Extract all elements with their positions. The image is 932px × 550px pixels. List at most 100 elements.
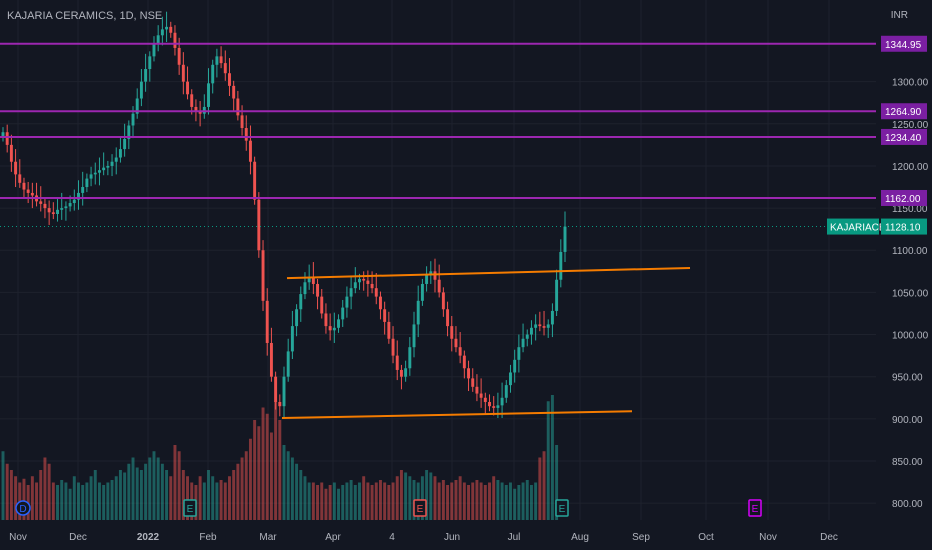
time-axis-label: Dec	[69, 532, 87, 543]
volume-bar	[328, 485, 332, 520]
volume-bar	[269, 432, 273, 520]
candle-body	[64, 206, 68, 209]
candle-body	[324, 313, 328, 327]
volume-bar	[517, 485, 521, 520]
volume-bar	[97, 482, 101, 520]
event-marker-label: E	[559, 504, 566, 515]
candle-body	[395, 355, 399, 370]
volume-bar	[311, 482, 315, 520]
price-axis-label: 900.00	[892, 415, 923, 426]
candle-body	[265, 300, 269, 343]
volume-bar	[429, 472, 433, 520]
volume-bar	[89, 476, 93, 520]
volume-bar	[488, 482, 491, 520]
candle-body	[77, 192, 80, 200]
candle-body	[169, 26, 173, 33]
volume-bar	[454, 480, 458, 520]
candle-body	[286, 351, 290, 377]
candle-body	[165, 26, 169, 30]
candle-body	[534, 324, 538, 328]
volume-bar	[207, 470, 210, 520]
volume-bar	[425, 470, 429, 520]
earnings-marker[interactable]	[183, 499, 197, 517]
candle-body	[56, 209, 59, 214]
price-axis-label: 1300.00	[892, 78, 929, 89]
earnings-marker[interactable]	[413, 499, 427, 517]
candle-body	[483, 397, 487, 402]
earnings-marker[interactable]	[555, 499, 569, 517]
candle-body	[513, 359, 517, 373]
candle-body	[186, 81, 190, 95]
candle-body	[492, 406, 496, 408]
price-axis-label: 1200.00	[892, 162, 929, 173]
volume-bar	[1, 451, 5, 520]
level-price-badge	[881, 189, 927, 206]
candle-body	[244, 128, 248, 141]
trendline[interactable]	[286, 266, 691, 280]
candle-body	[236, 98, 240, 116]
volume-bar	[475, 480, 479, 520]
event-marker-label: E	[752, 504, 759, 515]
volume-bar	[349, 480, 353, 520]
volume-bar	[56, 485, 59, 520]
candle-body	[307, 277, 311, 283]
volume-bar	[370, 485, 374, 520]
candle-body	[299, 294, 303, 310]
candle-body	[22, 182, 26, 190]
volume-bar	[550, 395, 554, 520]
volume-bar	[123, 472, 127, 520]
candle-body	[9, 144, 13, 162]
volume-bar	[248, 438, 252, 520]
dividend-marker[interactable]	[15, 500, 31, 516]
level-price-badge	[881, 103, 927, 120]
volume-bar	[114, 476, 118, 520]
candle-body	[337, 319, 340, 328]
volume-bar	[546, 401, 550, 520]
candle-body	[458, 347, 462, 356]
volume-bar	[22, 478, 26, 520]
volume-bar	[72, 476, 76, 520]
volume-bar	[534, 482, 538, 520]
volume-bar	[257, 426, 261, 520]
candle-body	[97, 170, 101, 173]
volume-bar	[131, 457, 135, 520]
volume-bar	[5, 463, 9, 520]
trendline[interactable]	[281, 410, 633, 419]
volume-bar	[525, 480, 529, 520]
level-price-label: 1162.00	[885, 194, 921, 205]
candle-body	[85, 178, 89, 188]
volume-bar	[521, 482, 525, 520]
candle-body	[106, 165, 110, 168]
time-axis-label: Sep	[632, 532, 650, 543]
candle-body	[123, 138, 127, 150]
volume-bar	[102, 485, 106, 520]
candle-body	[110, 161, 114, 166]
price-axis-label: 1100.00	[892, 246, 928, 257]
candle-body	[127, 125, 131, 139]
candle-body	[525, 334, 529, 339]
volume-bar	[391, 482, 395, 520]
volume-bar	[35, 482, 39, 520]
volume-bar	[177, 451, 181, 520]
candle-body	[353, 282, 357, 289]
earnings-marker[interactable]	[748, 499, 762, 517]
symbol-title: KAJARIA CERAMICS, 1D, NSE	[7, 10, 163, 22]
candle-body	[316, 283, 320, 297]
volume-bar	[529, 485, 533, 520]
candle-body	[223, 63, 227, 74]
candle-body	[408, 347, 412, 369]
volume-bar	[483, 485, 487, 520]
candle-body	[152, 43, 156, 57]
ticker-badge	[827, 218, 879, 235]
time-axis-label: Jun	[444, 532, 460, 543]
candle-body	[51, 212, 55, 214]
candle-body	[538, 324, 542, 327]
candle-body	[160, 29, 164, 36]
volume-bar	[383, 482, 387, 520]
volume-bar	[60, 480, 64, 520]
volume-bar	[127, 463, 131, 520]
candle-body	[488, 401, 491, 407]
price-axis-label: 1000.00	[892, 331, 929, 342]
